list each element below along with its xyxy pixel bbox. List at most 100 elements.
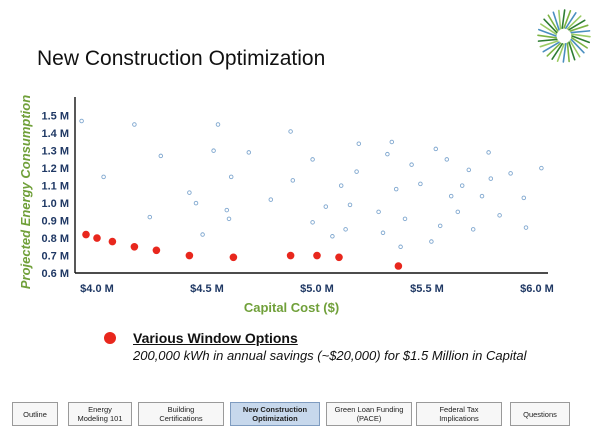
scatter-point — [228, 174, 234, 180]
scatter-point — [470, 227, 476, 232]
window-option-point — [394, 262, 403, 270]
window-option-point — [313, 251, 321, 260]
logo-ray — [556, 43, 565, 62]
window-option-point — [185, 251, 194, 260]
logo-ray — [538, 28, 557, 37]
scatter-point — [200, 232, 205, 237]
scatter-point — [521, 195, 527, 201]
y-axis-title: Projected Energy Consumption — [18, 95, 33, 289]
scatter-point — [323, 204, 329, 209]
scatter-point — [437, 223, 443, 229]
window-option-point — [286, 251, 295, 260]
scatter-point — [455, 209, 461, 215]
logo-ray — [562, 42, 567, 63]
scatter-point — [101, 174, 106, 180]
logo-ray — [570, 36, 588, 49]
scatter-point — [402, 216, 408, 222]
logo-ray — [561, 9, 566, 30]
window-option-point — [93, 234, 101, 242]
logo-ray — [537, 38, 558, 42]
logo-ray — [569, 24, 589, 32]
scatter-point — [288, 129, 293, 134]
y-tick-label: 1.5 M — [41, 111, 69, 123]
logo-ray — [568, 19, 586, 31]
logo-ray — [558, 9, 562, 30]
logo-ray — [570, 38, 585, 54]
scatter-point — [429, 239, 434, 244]
nav-energy-modeling-button[interactable]: Energy Modeling 101 — [68, 402, 132, 426]
logo-ray — [537, 34, 558, 39]
x-axis-title: Capital Cost ($) — [244, 300, 339, 315]
scatter-point — [147, 214, 153, 220]
logo-ray — [552, 11, 560, 31]
scatter-point — [132, 122, 137, 127]
scatter-point — [187, 190, 192, 195]
scatter-point — [193, 200, 199, 206]
logo-ray — [569, 40, 581, 58]
nav-questions-button[interactable]: Questions — [510, 402, 570, 426]
logo-ray — [546, 42, 562, 57]
nav-label: New Construction Optimization — [242, 405, 308, 423]
scatter-point — [226, 216, 232, 222]
x-tick-label: $4.5 M — [190, 283, 224, 295]
x-tick-label: $5.5 M — [410, 283, 444, 295]
scatter-point — [338, 183, 344, 188]
nav-federal-tax-button[interactable]: Federal Tax Implications — [416, 402, 502, 426]
nav-green-loan-button[interactable]: Green Loan Funding (PACE) — [326, 402, 412, 426]
x-tick-label: $5.0 M — [300, 283, 334, 295]
scatter-point — [508, 171, 513, 176]
scatter-point — [486, 150, 491, 155]
y-tick-label: 0.8 M — [41, 233, 69, 245]
scatter-point — [488, 176, 494, 181]
scatter-point — [433, 146, 439, 152]
logo-ray — [564, 12, 577, 30]
y-tick-label: 0.9 M — [41, 216, 69, 228]
scatter-point — [389, 139, 395, 145]
window-option-point — [130, 242, 139, 251]
scatter-point — [246, 150, 252, 155]
scatter-point — [158, 153, 164, 159]
scatter-point — [380, 230, 386, 236]
nav-new-construction-button[interactable]: New Construction Optimization — [230, 402, 320, 426]
legend-title: Various Window Options — [133, 330, 298, 346]
scatter-point — [79, 118, 84, 124]
legend-subtitle: 200,000 kWh in annual savings (~$20,000)… — [133, 348, 527, 363]
scatter-point — [310, 157, 315, 162]
scatter-point — [398, 244, 403, 250]
logo-ray — [539, 40, 559, 48]
logo-ray — [563, 10, 572, 29]
y-tick-label: 1.0 M — [41, 198, 69, 210]
logo-ray — [570, 30, 591, 34]
logo-ray — [542, 41, 560, 53]
nav-building-certifications-button[interactable]: Building Certifications — [138, 402, 224, 426]
nav-label: Questions — [523, 409, 557, 419]
scatter-point — [310, 220, 315, 225]
logo-ray — [547, 14, 559, 32]
nav-outline-button[interactable]: Outline — [12, 402, 58, 426]
window-option-point — [152, 246, 161, 255]
window-option-point — [229, 253, 238, 262]
scatter-point — [211, 148, 216, 153]
scatter-point — [290, 178, 296, 183]
logo-ray — [571, 35, 590, 44]
y-tick-label: 1.1 M — [41, 181, 69, 193]
page-title: New Construction Optimization — [37, 47, 326, 70]
scatter-point — [385, 151, 390, 157]
sunburst-logo-icon — [537, 9, 591, 63]
scatter-point — [409, 162, 414, 167]
scatter-point — [539, 165, 544, 171]
logo-ray — [543, 18, 558, 34]
scatter-point — [215, 122, 221, 127]
nav-label: Energy Modeling 101 — [77, 405, 123, 423]
nav-label: Federal Tax Implications — [439, 405, 479, 423]
scatter-point — [347, 202, 353, 208]
scatter-point — [224, 207, 230, 213]
logo-ray — [570, 33, 591, 38]
scatter-point — [497, 213, 502, 218]
scatter-point — [418, 181, 423, 187]
scatter-point — [330, 234, 335, 239]
window-option-point — [335, 253, 343, 262]
scatter-point — [523, 225, 529, 230]
logo-ray — [540, 23, 558, 36]
